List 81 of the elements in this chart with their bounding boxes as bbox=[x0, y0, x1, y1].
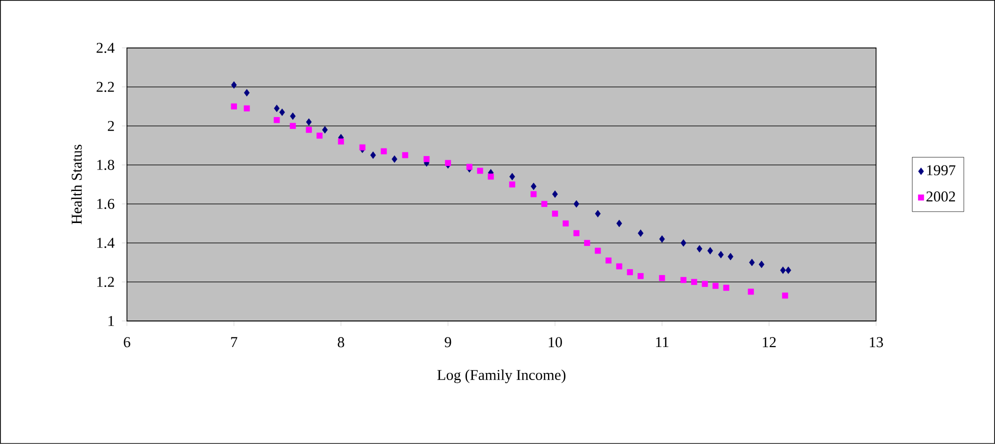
point bbox=[552, 190, 558, 198]
point bbox=[322, 126, 328, 134]
legend-label: 2002 bbox=[926, 191, 956, 202]
point bbox=[290, 122, 296, 129]
point bbox=[680, 277, 686, 284]
point bbox=[780, 266, 786, 274]
point bbox=[707, 247, 714, 254]
point bbox=[638, 273, 644, 280]
point bbox=[306, 118, 312, 126]
y-tick-label: 2 bbox=[108, 121, 114, 131]
point bbox=[594, 210, 601, 218]
point bbox=[562, 220, 569, 226]
point bbox=[244, 89, 250, 97]
point bbox=[231, 81, 237, 89]
point bbox=[748, 288, 754, 295]
point bbox=[530, 182, 536, 190]
x-tick-label: 7 bbox=[231, 337, 238, 348]
x-tick-label: 13 bbox=[870, 337, 883, 348]
y-tick-label: 2.4 bbox=[96, 42, 114, 54]
point bbox=[541, 200, 548, 207]
x-tick-label: 10 bbox=[548, 337, 562, 348]
point bbox=[728, 252, 734, 260]
point bbox=[290, 112, 296, 120]
y-axis-title: Health Status bbox=[71, 144, 82, 224]
point bbox=[680, 239, 686, 247]
point bbox=[659, 275, 666, 282]
point bbox=[279, 108, 285, 116]
y-tick-label: 1.2 bbox=[97, 276, 114, 288]
point bbox=[712, 282, 719, 289]
point bbox=[316, 132, 323, 139]
point bbox=[758, 260, 764, 268]
point bbox=[574, 200, 580, 208]
y-tick-label: 1.8 bbox=[97, 160, 114, 170]
point bbox=[530, 191, 537, 198]
point bbox=[782, 292, 788, 299]
point bbox=[444, 160, 451, 166]
point bbox=[244, 105, 250, 112]
point bbox=[392, 155, 398, 163]
point bbox=[723, 284, 730, 291]
x-tick-label: 8 bbox=[338, 337, 344, 348]
point bbox=[477, 168, 484, 174]
y-tick-label: 1.6 bbox=[97, 198, 114, 210]
point bbox=[509, 181, 516, 188]
point bbox=[552, 210, 558, 217]
point bbox=[702, 280, 708, 287]
point bbox=[359, 144, 366, 150]
point bbox=[274, 104, 280, 112]
y-tick-label: 1 bbox=[108, 316, 114, 326]
point bbox=[718, 251, 724, 258]
x-tick-label: 11 bbox=[656, 337, 668, 348]
point bbox=[230, 103, 237, 110]
point bbox=[370, 152, 376, 159]
point bbox=[606, 258, 612, 264]
point bbox=[338, 138, 344, 145]
y-tick-label: 2.2 bbox=[96, 82, 114, 92]
point bbox=[402, 152, 408, 158]
point bbox=[594, 248, 601, 254]
point bbox=[424, 156, 430, 162]
x-tick-label: 9 bbox=[444, 337, 452, 348]
y-tick-label: 1.4 bbox=[97, 238, 114, 248]
point bbox=[659, 235, 665, 243]
point bbox=[626, 269, 633, 276]
point bbox=[466, 164, 472, 170]
x-tick-label: 12 bbox=[762, 337, 776, 348]
point bbox=[691, 279, 698, 286]
point bbox=[509, 172, 516, 180]
point bbox=[584, 240, 590, 246]
point bbox=[488, 174, 494, 180]
point bbox=[616, 263, 622, 270]
point bbox=[749, 258, 755, 266]
x-tick-label: 6 bbox=[124, 337, 130, 348]
point bbox=[696, 245, 702, 253]
x-axis-title: Log (Family Income) bbox=[437, 370, 566, 384]
point bbox=[785, 266, 792, 274]
point bbox=[616, 220, 622, 228]
point bbox=[306, 126, 312, 133]
point bbox=[380, 148, 387, 154]
point bbox=[274, 117, 280, 124]
point bbox=[638, 230, 644, 237]
legend-label: 1997 bbox=[927, 165, 956, 176]
point bbox=[573, 230, 580, 236]
